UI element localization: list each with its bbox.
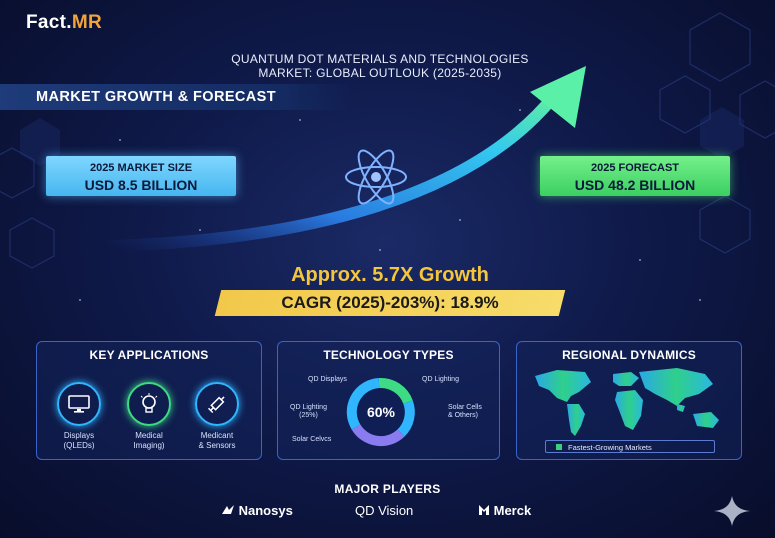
forecast-label: 2025 FORECAST: [590, 162, 680, 174]
world-map-icon: [535, 368, 719, 436]
legend-swatch: [556, 444, 562, 450]
tech-label-qd-lighting: QD Lighting: [422, 376, 459, 383]
regional-legend: Fastest-Growing Markets: [545, 440, 715, 453]
donut-center-label: 60%: [367, 404, 396, 420]
technology-types-panel: TECHNOLOGY TYPES 60% QD Displays QD Ligh…: [277, 341, 500, 460]
section-heading: MARKET GROWTH & FORECAST: [36, 89, 276, 105]
app-sensors-line1: Medicant: [200, 431, 234, 440]
donut-segment-solar: [351, 424, 405, 447]
technology-types-title: TECHNOLOGY TYPES: [323, 348, 454, 362]
page-title: QUANTUM DOT MATERIALS AND TECHNOLOGIES M…: [170, 52, 590, 80]
title-line-1: QUANTUM DOT MATERIALS AND TECHNOLOGIES: [231, 52, 529, 66]
player-merck-label: Merck: [493, 503, 532, 518]
app-medical-line1: Medical: [135, 431, 163, 440]
monitor-icon: [57, 382, 101, 426]
title-line-2: MARKET: GLOBAL OUTLOUK (2025-2035): [258, 66, 502, 80]
tech-label-solar-celvcs: Solar Celvcs: [292, 436, 332, 443]
brand-logo: Fact.MR: [26, 12, 103, 33]
syringe-icon: [195, 382, 239, 426]
app-medical-line2: Imaging): [133, 441, 165, 450]
regional-dynamics-title: REGIONAL DYNAMICS: [562, 348, 696, 362]
player-merck: Merck: [478, 503, 531, 518]
key-applications-title: KEY APPLICATIONS: [89, 348, 209, 362]
market-size-label: 2025 MARKET SIZE: [89, 162, 193, 174]
donut-segment-lighting-2: [346, 378, 380, 430]
player-nanosys-label: Nanosys: [238, 503, 293, 518]
lightbulb-icon: [127, 382, 171, 426]
app-displays-line2: (QLEDs): [63, 441, 95, 450]
nanosys-logo-icon: [222, 505, 234, 514]
forecast-value: USD 48.2 BILLION: [574, 177, 696, 193]
app-displays-line1: Displays: [63, 431, 95, 440]
app-medical-imaging: Medical Imaging): [119, 382, 179, 451]
legend-label: Fastest-Growing Markets: [568, 443, 652, 452]
market-size-box: 2025 MARKET SIZE USD 8.5 BILLION: [46, 156, 236, 196]
merck-logo-icon: [479, 505, 489, 515]
section-ribbon: MARKET GROWTH & FORECAST: [0, 84, 350, 110]
player-qd-vision-label: QD Vision: [355, 503, 414, 518]
donut-chart: 60%: [346, 377, 415, 447]
forecast-box: 2025 FORECAST USD 48.2 BILLION: [540, 156, 730, 196]
key-applications-panel: KEY APPLICATIONS Displays (QLEDs) Medical…: [36, 341, 262, 460]
player-nanosys: Nanosys: [221, 503, 293, 518]
app-medicant-sensors: Medicant & Sensors: [187, 382, 247, 451]
major-players-title: MAJOR PLAYERS: [334, 482, 441, 496]
growth-text: Approx. 5.7X Growth: [291, 264, 489, 286]
app-displays: Displays (QLEDs): [49, 382, 109, 451]
tech-label-qd-displays: QD Displays: [308, 376, 347, 383]
player-qd-vision: QD Vision: [355, 503, 413, 518]
donut-segment-lighting: [397, 400, 415, 437]
sparkle-icon: [714, 496, 750, 526]
regional-dynamics-panel: REGIONAL DYNAMICS Fastest-Growing Market…: [516, 341, 742, 460]
cagr-text: CAGR (2025)-203%): 18.9%: [281, 293, 499, 312]
tech-label-qd-lighting-25: QD Lighting (25%): [290, 404, 327, 419]
tech-label-solar-cells: Solar Cells & Others): [448, 404, 482, 419]
atom-icon: [345, 149, 407, 205]
donut-segment-displays: [378, 377, 413, 405]
market-size-value: USD 8.5 BILLION: [84, 177, 198, 193]
app-sensors-line2: & Sensors: [198, 441, 236, 450]
